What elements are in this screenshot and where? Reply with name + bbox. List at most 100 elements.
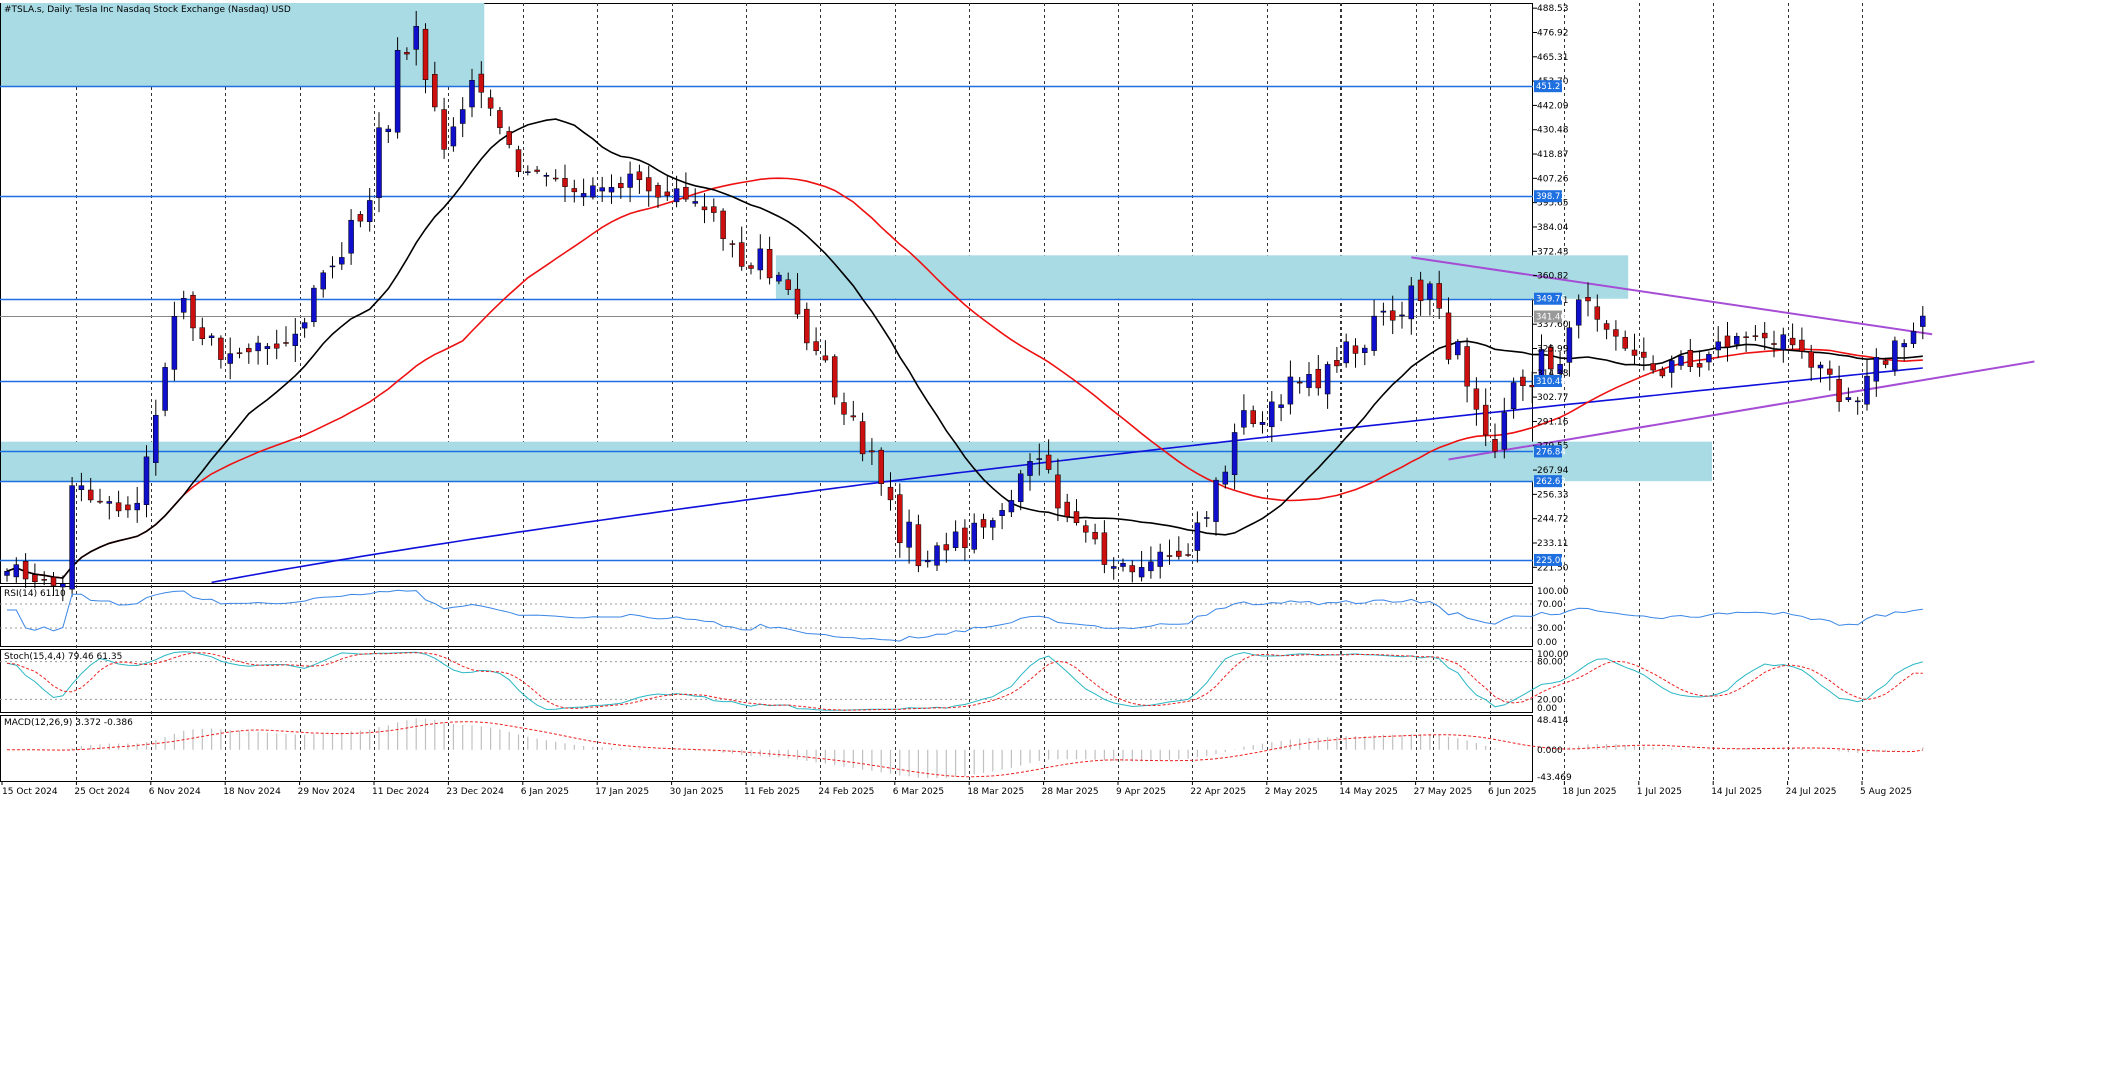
stoch-main-line: [6, 651, 1923, 711]
candle-body: [1008, 500, 1015, 513]
candle-body: [134, 502, 140, 511]
candle-body: [50, 576, 57, 586]
candle-body: [1510, 382, 1517, 409]
candle-body: [1055, 474, 1061, 509]
price-tick-label: 302.77: [1537, 393, 1569, 403]
candle-body: [264, 346, 271, 349]
level-tag-label: 310.48: [1536, 377, 1566, 387]
candle-body: [32, 574, 38, 582]
time-tick-label: 5 Aug 2025: [1860, 787, 1912, 797]
candle-body: [869, 450, 875, 453]
candle-body: [1250, 410, 1256, 424]
price-tick-label: 384.04: [1537, 223, 1569, 233]
candle-body: [1752, 335, 1759, 337]
upper-trendline: [1411, 256, 1933, 336]
candle-body: [1315, 368, 1322, 389]
candle-body: [1110, 566, 1117, 569]
time-tick-label: 6 Jan 2025: [521, 787, 569, 797]
candle-body: [748, 265, 754, 269]
candle-body: [1296, 381, 1303, 384]
candle-body: [720, 210, 726, 239]
candle-body: [990, 520, 996, 528]
candle-body: [115, 502, 122, 512]
candle-body: [1259, 421, 1266, 425]
candle-body: [1659, 369, 1666, 377]
candle-body: [1203, 517, 1210, 519]
time-axis: 15 Oct 2024 25 Oct 2024 6 Nov 2024 18 Nov 2…: [1, 781, 1912, 797]
candle-body: [543, 174, 550, 177]
level-tag: [1534, 292, 1562, 305]
candle-body: [562, 178, 568, 187]
candle-body: [1482, 404, 1489, 436]
rsi-tick-label: 70.00: [1537, 600, 1563, 610]
candle-body: [1603, 323, 1610, 330]
candle-body: [515, 149, 522, 173]
candle-body: [1706, 354, 1712, 363]
time-tick-label: 30 Jan 2025: [670, 787, 724, 797]
candle-body: [1724, 335, 1731, 348]
candle-body: [1687, 350, 1694, 367]
candle-body: [608, 187, 615, 193]
candle-body: [1808, 351, 1814, 368]
candle-body: [673, 188, 680, 203]
candle-body: [1836, 378, 1842, 402]
time-tick-label: 24 Jul 2025: [1786, 787, 1837, 797]
candle-body: [999, 510, 1005, 516]
candle-body: [571, 188, 578, 193]
level-tag-label: 276.84: [1536, 447, 1566, 457]
candle-body: [1399, 314, 1405, 317]
zone-upper-zone: [1, 3, 485, 87]
candle-body: [915, 524, 922, 567]
candle-body: [450, 126, 457, 147]
candle-body: [1799, 339, 1805, 352]
candle-body: [1129, 565, 1136, 573]
candle-body: [1910, 331, 1917, 344]
candle-body: [1380, 310, 1387, 313]
candle-body: [1455, 341, 1461, 356]
macd-histogram: [15, 718, 1924, 779]
candle-body: [1278, 404, 1284, 408]
level-tag: [1534, 80, 1562, 93]
candle-body: [1427, 283, 1433, 300]
candle-body: [776, 274, 782, 282]
time-tick-label: 6 Jun 2025: [1488, 787, 1536, 797]
candle-body: [422, 28, 429, 80]
candle-body: [1166, 555, 1173, 557]
candle-body: [1501, 412, 1508, 450]
candle-body: [357, 214, 364, 222]
candle-body: [729, 243, 736, 245]
candle-body: [906, 521, 912, 548]
candle-body: [1557, 363, 1563, 374]
candle-body: [180, 297, 187, 313]
candle-body: [1520, 376, 1526, 386]
candle-body: [859, 421, 866, 455]
candle-body: [813, 341, 819, 351]
current-price-tag-label: 341.46: [1536, 313, 1566, 323]
candle-body: [1901, 343, 1907, 348]
candle-body: [1157, 551, 1163, 567]
candle-body: [1269, 401, 1275, 428]
candle-body: [125, 504, 131, 511]
candle-body: [1696, 363, 1703, 368]
macd-label: MACD(12,26,9) 3.372 -0.386: [4, 718, 133, 728]
candle-body: [469, 80, 475, 108]
candle-body: [1334, 360, 1340, 367]
candle-body: [962, 527, 968, 548]
candle-body: [1464, 346, 1470, 387]
candle-body: [1641, 351, 1647, 358]
candle-body: [1064, 501, 1070, 517]
candle-body: [924, 560, 931, 563]
price-tick-label: 360.82: [1537, 272, 1569, 282]
candle-body: [1668, 360, 1675, 373]
candle-body: [432, 74, 438, 108]
candle-body: [831, 356, 838, 398]
time-tick-label: 23 Dec 2024: [446, 787, 504, 797]
time-tick-label: 9 Apr 2025: [1116, 787, 1166, 797]
candle-body: [385, 128, 392, 132]
candle-body: [1408, 285, 1415, 320]
candle-body: [794, 288, 801, 315]
candle-body: [952, 531, 959, 548]
candle-body: [4, 571, 10, 576]
